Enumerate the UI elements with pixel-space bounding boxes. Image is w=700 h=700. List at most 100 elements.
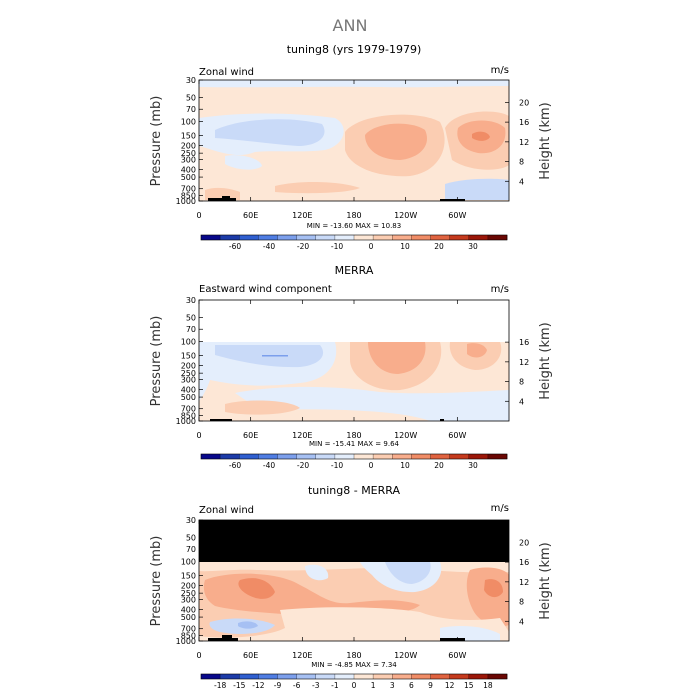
colorbar-swatch	[373, 674, 393, 679]
colorbar-swatch	[468, 674, 489, 679]
x-tick-label: 60E	[243, 431, 258, 440]
colorbar-swatch	[449, 674, 470, 679]
colorbar-label: -20	[297, 461, 309, 470]
colorbar-label: 9	[428, 681, 433, 690]
panel-1-contour-red-core	[472, 131, 490, 141]
colorbar-swatch	[487, 454, 508, 459]
y-tick-label: 30	[186, 296, 196, 305]
colorbar-label: 30	[468, 461, 478, 470]
panel-1-contour-blue-2	[445, 178, 509, 200]
y-tick-label: 150	[181, 352, 196, 361]
colorbar-swatch	[449, 235, 470, 240]
y-tick-label: 700	[181, 625, 196, 634]
y-tick-label: 50	[186, 314, 196, 323]
y-tick-label: 250	[181, 149, 196, 158]
colorbar-label: -60	[229, 461, 241, 470]
panel-3-subtitle-right: m/s	[491, 503, 509, 514]
colorbar-swatch	[334, 674, 355, 679]
colorbar-swatch	[354, 674, 374, 679]
colorbar-label: -9	[274, 681, 282, 690]
panel-1-x-tick-labels: 0 60E 120E 180 120W 60W	[196, 80, 466, 220]
colorbar-label: 15	[464, 681, 474, 690]
colorbar-label: 30	[468, 242, 478, 251]
colorbar-swatch	[430, 235, 450, 240]
y-tick-label: 200	[181, 581, 196, 590]
panel-1-title: tuning8 (yrs 1979-1979)	[287, 43, 422, 56]
panel-3-contour-blue-low-2	[238, 621, 258, 629]
panel-3-subtitle-left: Zonal wind	[199, 505, 254, 516]
panel-2-y-right-tick-labels: 16 12 8 4	[505, 338, 529, 406]
y-tick-label: 400	[181, 385, 196, 394]
colorbar-swatch	[334, 235, 355, 240]
y-tick-label: 500	[181, 613, 196, 622]
y-tick-label: 30	[186, 76, 196, 85]
colorbar-label: 10	[400, 242, 410, 251]
y-tick-label: 400	[181, 165, 196, 174]
panel-1-topography	[208, 196, 465, 201]
panel-1-colorbar-labels: -60 -40 -20 -10 0 10 20 30	[229, 242, 478, 251]
panel-1-ylabel-right: Height (km)	[538, 102, 553, 179]
colorbar-swatch	[239, 454, 259, 459]
y-tick-label: 100	[181, 558, 196, 567]
y-tick-label: 200	[181, 361, 196, 370]
x-tick-label: 180	[346, 211, 361, 220]
colorbar-swatch	[220, 454, 240, 459]
y-tick-label: 50	[186, 534, 196, 543]
colorbar-label: 20	[434, 461, 444, 470]
colorbar-swatch	[201, 674, 221, 679]
colorbar-label: 3	[390, 681, 395, 690]
panel-3-title: tuning8 - MERRA	[308, 484, 401, 497]
colorbar-label: 0	[352, 681, 357, 690]
colorbar-swatch	[354, 454, 374, 459]
y-tick-label: 1000	[176, 417, 196, 426]
y-tick-label: 1000	[176, 637, 196, 646]
y-tick-label: 100	[181, 338, 196, 347]
y-tick-label: 150	[181, 132, 196, 141]
x-tick-label: 60W	[448, 431, 466, 440]
x-tick-label: 180	[346, 651, 361, 660]
colorbar-label: 0	[369, 461, 374, 470]
panel-2-subtitle-right: m/s	[491, 284, 509, 295]
panel-3-colorbar-frame	[200, 673, 508, 680]
y-tick-label: 70	[186, 105, 196, 114]
colorbar-swatch	[277, 454, 297, 459]
panel-3-ylabel-right: Height (km)	[538, 542, 553, 619]
panel-1-stats: MIN = -13.60 MAX = 10.83	[307, 222, 401, 230]
panel-3-x-tick-labels: 0 60E 120E 180 120W 60W	[196, 520, 466, 660]
panel-3-contour-blue-top-2	[385, 562, 431, 584]
colorbar-swatch	[487, 674, 508, 679]
panel-2: MERRA Eastward wind component m/s 30 50 70…	[149, 264, 553, 470]
colorbar-swatch	[373, 454, 393, 459]
panel-2-x-tick-labels: 0 60E 120E 180 120W 60W	[196, 300, 466, 440]
colorbar-swatch	[277, 235, 297, 240]
x-tick-label: 180	[346, 431, 361, 440]
panel-1-ylabel: Pressure (mb)	[149, 96, 164, 187]
y-tick-label: 300	[181, 595, 196, 604]
colorbar-swatch	[373, 235, 393, 240]
y-tick-label: 700	[181, 405, 196, 414]
x-tick-label: 60E	[243, 211, 258, 220]
x-tick-label: 60W	[448, 211, 466, 220]
panel-2-contour-orange-low	[225, 400, 300, 415]
main-title: ANN	[333, 16, 368, 35]
panel-1-contour-orange-low-left	[205, 187, 240, 200]
colorbar-swatch	[430, 454, 450, 459]
y-right-tick-label: 16	[519, 558, 529, 567]
colorbar-label: -60	[229, 242, 241, 251]
colorbar-swatch	[258, 674, 278, 679]
colorbar-swatch	[296, 235, 317, 240]
panel-3-stats: MIN = -4.85 MAX = 7.34	[311, 661, 397, 669]
panel-1: tuning8 (yrs 1979-1979) Zonal wind m/s 3…	[149, 43, 553, 251]
panel-2-title: MERRA	[335, 264, 374, 277]
panel-3-colorbar-labels: -18 -15 -12 -9 -6 -3 -1 0 1 3 6 9 12 15 18	[214, 681, 493, 690]
colorbar-label: -40	[263, 461, 275, 470]
y-tick-label: 1000	[176, 197, 196, 206]
y-tick-label: 850	[181, 191, 196, 200]
colorbar-swatch	[392, 674, 412, 679]
panel-3-ylabel: Pressure (mb)	[149, 536, 164, 627]
panel-2-stats: MIN = -15.41 MAX = 9.64	[309, 440, 400, 448]
colorbar-swatch	[392, 235, 412, 240]
y-tick-label: 250	[181, 589, 196, 598]
y-tick-label: 500	[181, 393, 196, 402]
